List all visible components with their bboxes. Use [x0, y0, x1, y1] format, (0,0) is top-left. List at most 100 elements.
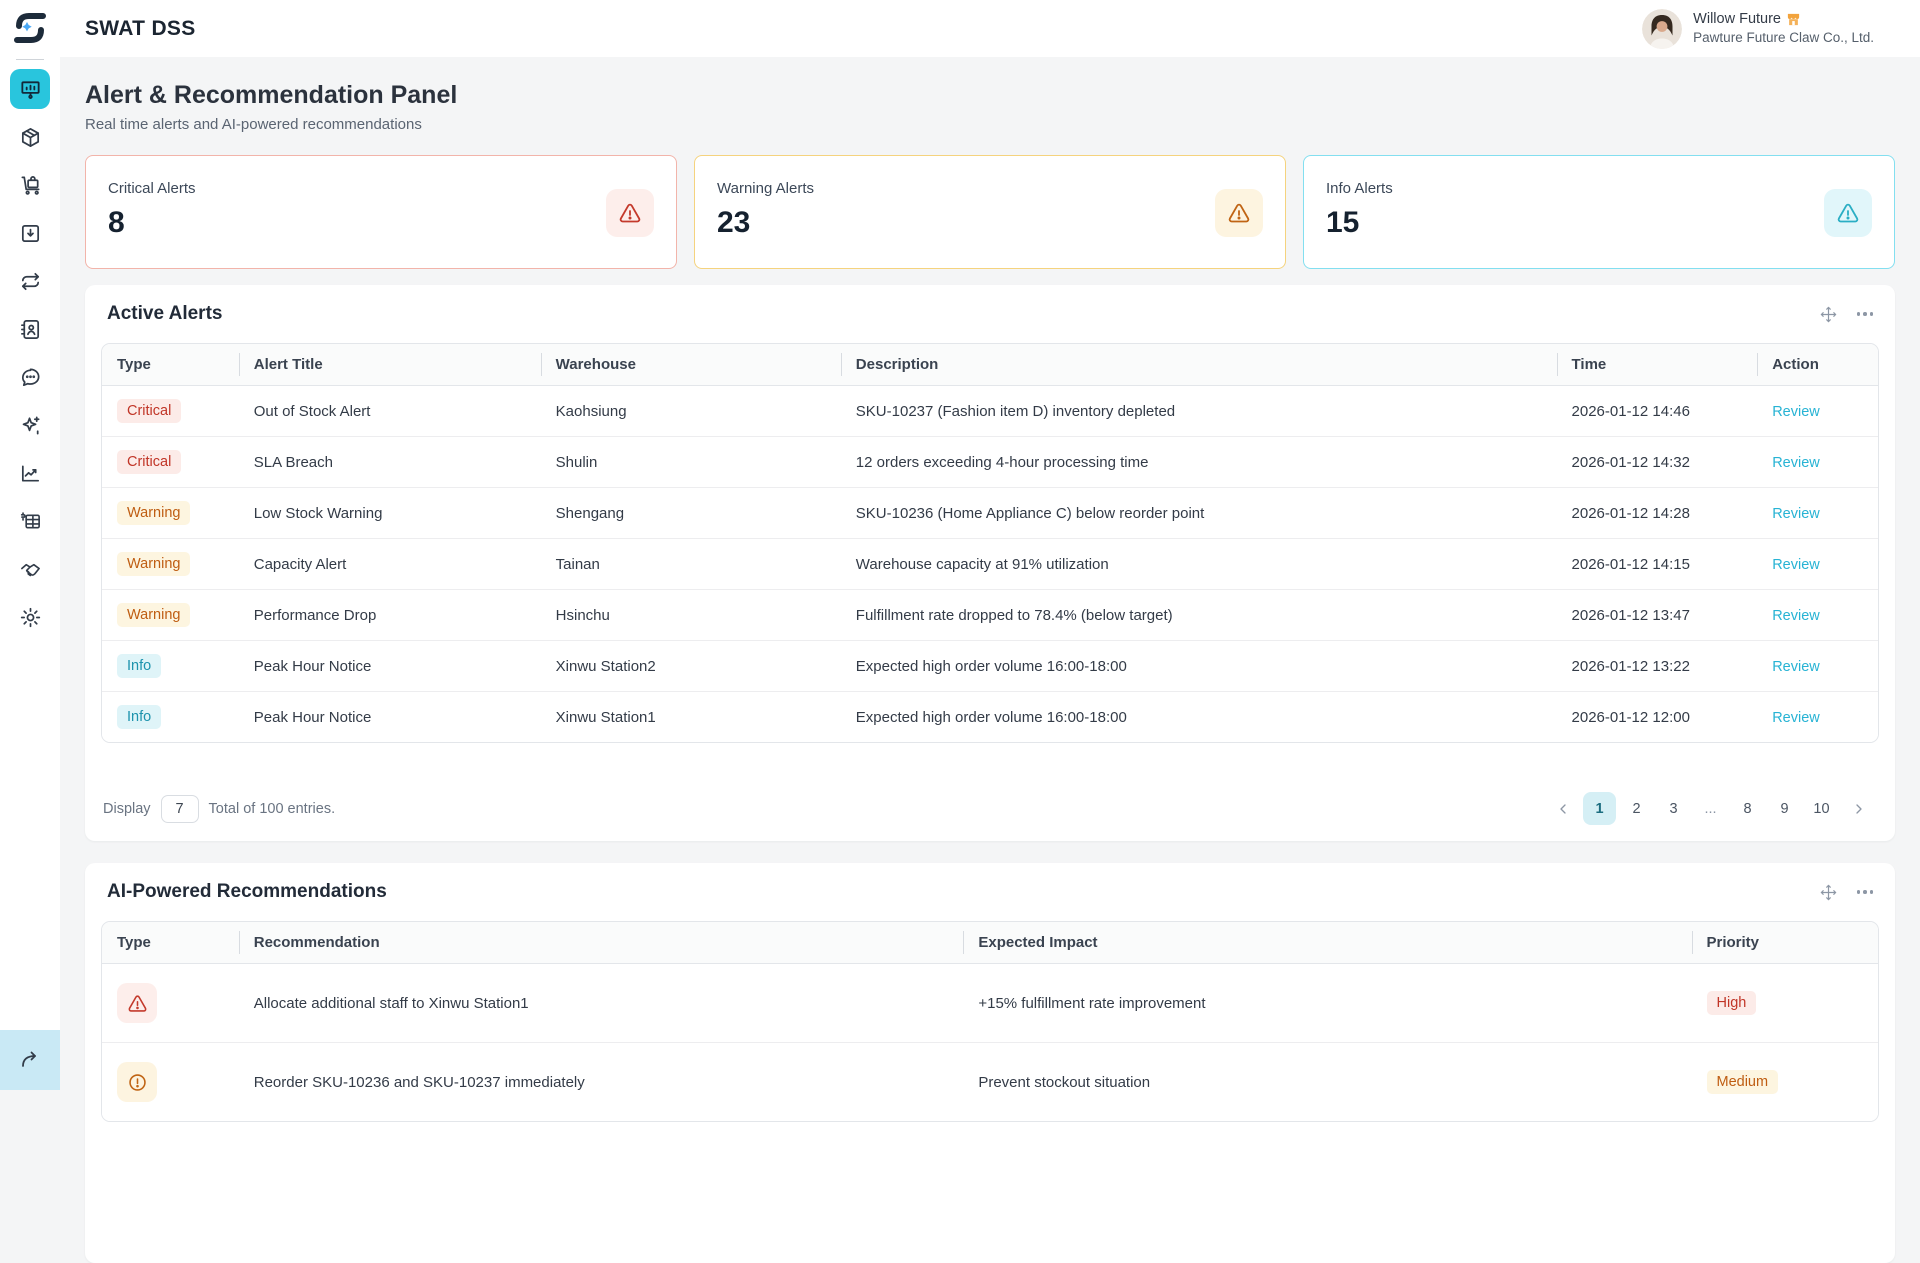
alert-circle-icon	[117, 1062, 157, 1102]
alert-triangle-icon	[1824, 189, 1872, 237]
alert-title: Out of Stock Alert	[238, 385, 541, 437]
inbox-download-icon	[19, 222, 42, 245]
recommendations-table: Type Recommendation Expected Impact Prio…	[101, 921, 1879, 1122]
stat-card-critical: Critical Alerts 8	[85, 155, 677, 269]
alert-time: 2026-01-12 14:46	[1556, 385, 1758, 437]
alert-warehouse: Xinwu Station1	[540, 691, 841, 742]
col-time: Time	[1556, 344, 1758, 386]
recommendations-panel: AI-Powered Recommendations Type	[85, 863, 1895, 1263]
table-row: Info Peak Hour Notice Xinwu Station2 Exp…	[102, 640, 1878, 692]
alert-title: Performance Drop	[238, 589, 541, 641]
move-panel-icon[interactable]	[1820, 884, 1837, 901]
alert-description: Fulfillment rate dropped to 78.4% (below…	[840, 589, 1557, 641]
alert-description: 12 orders exceeding 4-hour processing ti…	[840, 436, 1557, 488]
table-header-row: Type Alert Title Warehouse Description T…	[102, 344, 1878, 386]
sidebar-item-contacts[interactable]	[10, 309, 50, 349]
sidebar-item-messages[interactable]	[10, 357, 50, 397]
alert-time: 2026-01-12 13:47	[1556, 589, 1758, 641]
stat-label: Critical Alerts	[108, 180, 196, 197]
alert-warehouse: Tainan	[540, 538, 841, 590]
share-arrow-icon	[18, 1048, 42, 1072]
col-recommendation: Recommendation	[238, 922, 964, 964]
stats-row: Critical Alerts 8 Warning Alerts 23 Info…	[85, 155, 1895, 269]
col-priority: Priority	[1691, 922, 1878, 964]
chat-bubble-icon	[19, 366, 42, 389]
sidebar-item-billing[interactable]	[10, 501, 50, 541]
col-action: Action	[1757, 344, 1878, 386]
alert-title: Peak Hour Notice	[238, 640, 541, 692]
stat-label: Warning Alerts	[717, 180, 814, 197]
review-link[interactable]: Review	[1772, 658, 1820, 675]
page-ellipsis: ...	[1704, 800, 1717, 817]
priority-badge: High	[1706, 991, 1757, 1015]
active-alerts-table: Type Alert Title Warehouse Description T…	[101, 343, 1879, 743]
move-panel-icon[interactable]	[1820, 306, 1837, 323]
sidebar-item-sync[interactable]	[10, 261, 50, 301]
alert-description: SKU-10236 (Home Appliance C) below reord…	[840, 487, 1557, 539]
page-button-8[interactable]: 8	[1743, 800, 1752, 817]
alert-type-badge: Critical	[117, 450, 182, 474]
review-link[interactable]: Review	[1772, 505, 1820, 522]
col-warehouse: Warehouse	[540, 344, 841, 386]
alert-time: 2026-01-12 14:28	[1556, 487, 1758, 539]
alert-description: Warehouse capacity at 91% utilization	[840, 538, 1557, 590]
total-entries-label: Total of 100 entries.	[208, 800, 336, 817]
panel-options-icon[interactable]	[1856, 312, 1873, 316]
chevron-right-icon[interactable]	[1842, 792, 1875, 825]
contacts-book-icon	[19, 318, 42, 341]
stat-card-warning: Warning Alerts 23	[694, 155, 1286, 269]
page-button-1[interactable]: 1	[1583, 792, 1616, 825]
chevron-left-icon[interactable]	[1546, 792, 1579, 825]
review-link[interactable]: Review	[1772, 556, 1820, 573]
sidebar-item-partners[interactable]	[10, 549, 50, 589]
top-bar: SWAT DSS Willow Future Pa	[60, 0, 1920, 57]
table-row: Info Peak Hour Notice Xinwu Station1 Exp…	[102, 691, 1878, 742]
app-logo-icon	[10, 8, 50, 48]
alert-description: Expected high order volume 16:00-18:00	[840, 691, 1557, 742]
active-alerts-panel: Active Alerts Type	[85, 285, 1895, 841]
col-type: Type	[102, 344, 239, 386]
sidebar-item-settings[interactable]	[10, 597, 50, 637]
alert-title: SLA Breach	[238, 436, 541, 488]
review-link[interactable]: Review	[1772, 607, 1820, 624]
col-alert-title: Alert Title	[238, 344, 541, 386]
sidebar-item-inbound[interactable]	[10, 213, 50, 253]
display-label: Display	[103, 800, 151, 817]
alert-title: Capacity Alert	[238, 538, 541, 590]
alert-type-badge: Info	[117, 654, 162, 678]
page-button-3[interactable]: 3	[1669, 800, 1678, 817]
sidebar-item-inventory[interactable]	[10, 117, 50, 157]
alert-time: 2026-01-12 14:32	[1556, 436, 1758, 488]
table-row: Critical SLA Breach Shulin 12 orders exc…	[102, 436, 1878, 488]
alert-type-badge: Info	[117, 705, 162, 729]
alert-type-badge: Warning	[117, 603, 191, 627]
panel-options-icon[interactable]	[1856, 890, 1873, 894]
review-link[interactable]: Review	[1772, 403, 1820, 420]
sidebar-item-shipments[interactable]	[10, 165, 50, 205]
alert-type-badge: Warning	[117, 552, 191, 576]
package-icon	[19, 126, 42, 149]
page-size-input[interactable]: 7	[160, 794, 199, 823]
sidebar-item-dashboard[interactable]	[10, 69, 50, 109]
review-link[interactable]: Review	[1772, 454, 1820, 471]
alert-type-badge: Critical	[117, 399, 182, 423]
sidebar-item-ai[interactable]	[10, 405, 50, 445]
sidebar-item-analytics[interactable]	[10, 453, 50, 493]
review-link[interactable]: Review	[1772, 709, 1820, 726]
page-button-10[interactable]: 10	[1813, 800, 1830, 817]
col-description: Description	[840, 344, 1557, 386]
table-row: Allocate additional staff to Xinwu Stati…	[102, 963, 1878, 1043]
alert-warehouse: Shulin	[540, 436, 841, 488]
stat-value: 15	[1326, 206, 1360, 239]
alert-type-badge: Warning	[117, 501, 191, 525]
alert-time: 2026-01-12 14:15	[1556, 538, 1758, 590]
trend-chart-icon	[19, 462, 42, 485]
col-type: Type	[102, 922, 239, 964]
page-button-2[interactable]: 2	[1632, 800, 1641, 817]
page-button-9[interactable]: 9	[1780, 800, 1789, 817]
alert-warehouse: Shengang	[540, 487, 841, 539]
settings-gear-icon	[19, 606, 42, 629]
sidebar-collapse-button[interactable]	[0, 1030, 60, 1090]
alert-warehouse: Kaohsiung	[540, 385, 841, 437]
user-menu[interactable]: Willow Future Pawture Future Claw Co., L…	[1642, 8, 1874, 49]
